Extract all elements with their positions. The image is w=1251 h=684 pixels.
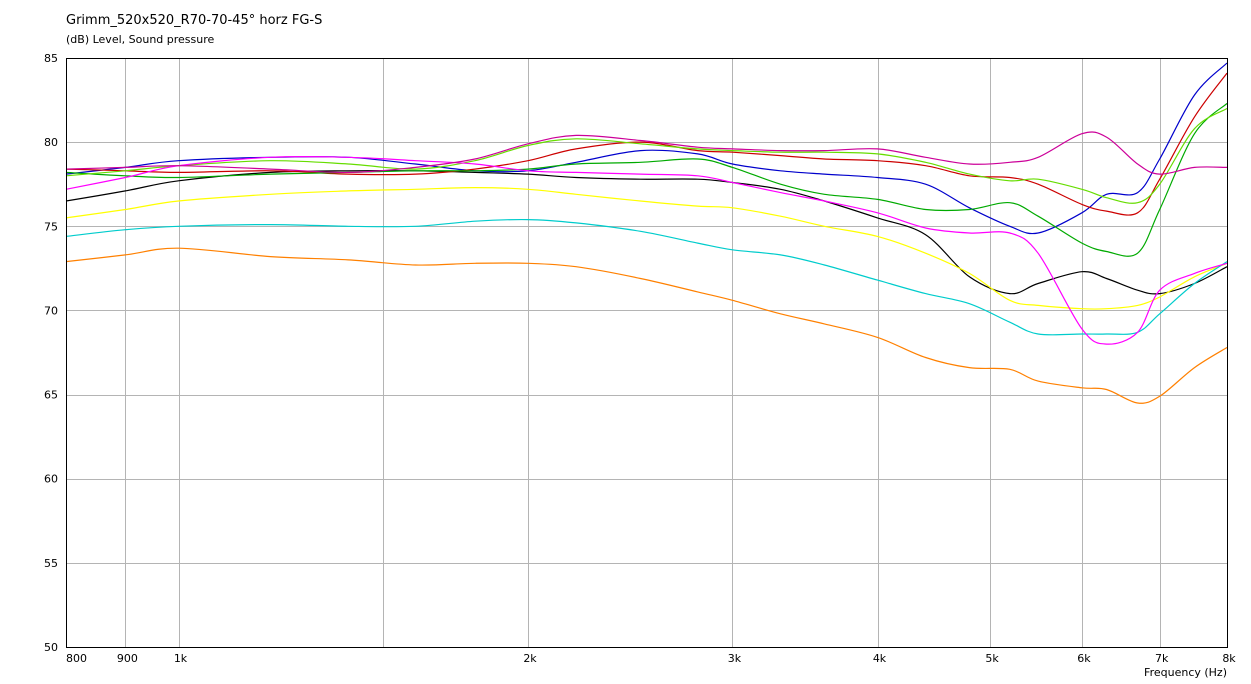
x-tick-label-9: 8k — [1222, 652, 1236, 665]
series-line-5 — [65, 62, 1228, 235]
x-tick-labels: 800 900 1k 2k 3k 4k 5k 6k 7k 8k — [66, 652, 1236, 665]
y-tick-label-1: 55 — [44, 557, 58, 570]
chart-title: Grimm_520x520_R70-70-45° horz FG-S — [66, 13, 323, 28]
grid — [66, 58, 1228, 648]
series-line-1 — [65, 169, 1228, 295]
x-tick-label-3: 2k — [523, 652, 537, 665]
x-tick-label-4: 3k — [728, 652, 742, 665]
x-tick-label-5: 4k — [873, 652, 887, 665]
y-tick-label-2: 60 — [44, 473, 58, 486]
x-tick-label-7: 6k — [1077, 652, 1091, 665]
series-line-9 — [65, 155, 1228, 345]
x-tick-label-1: 900 — [117, 652, 138, 665]
x-tick-label-6: 5k — [985, 652, 999, 665]
series-line-4 — [65, 247, 1228, 404]
chart-subtitle: (dB) Level, Sound pressure — [66, 33, 215, 46]
x-tick-label-2: 1k — [174, 652, 188, 665]
y-tick-label-3: 65 — [44, 389, 58, 402]
series-layer — [65, 62, 1228, 404]
series-line-2 — [65, 186, 1228, 310]
y-tick-label-4: 70 — [44, 304, 58, 317]
x-tick-label-8: 7k — [1155, 652, 1169, 665]
series-line-3 — [65, 218, 1228, 336]
x-tick-label-0: 800 — [66, 652, 87, 665]
x-axis-label: Frequency (Hz) — [1144, 666, 1227, 679]
y-tick-label-5: 75 — [44, 220, 58, 233]
series-line-8 — [65, 107, 1228, 204]
y-tick-label-6: 80 — [44, 136, 58, 149]
plot-frame — [66, 58, 1228, 648]
y-tick-label-7: 85 — [44, 52, 58, 65]
series-line-6 — [65, 72, 1228, 216]
series-line-10 — [65, 131, 1228, 175]
y-tick-labels: 50 55 60 65 70 75 80 85 — [44, 52, 58, 654]
y-tick-label-0: 50 — [44, 641, 58, 654]
